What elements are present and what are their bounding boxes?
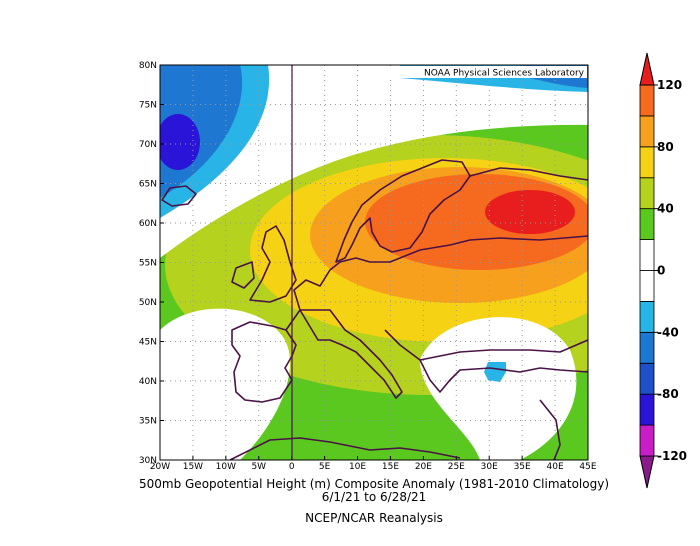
x-tick-label: 25E — [448, 462, 465, 472]
colorbar: 120 80 40 0 -40 -80 -120 — [639, 52, 687, 489]
credit: NOAA Physical Sciences Laboratory — [424, 69, 585, 79]
y-tick-label: 75N — [139, 101, 157, 111]
colorbar-segment — [639, 270, 655, 302]
x-tick-label: 45E — [579, 462, 596, 472]
x-tick-label: 20W — [150, 462, 170, 472]
colorbar-label: -80 — [657, 387, 679, 401]
colorbar-extend-low — [639, 455, 655, 489]
colorbar-label: 40 — [657, 202, 674, 216]
y-tick-label: 30N — [139, 456, 157, 466]
y-tick-label: 50N — [139, 298, 157, 308]
credit-box — [376, 66, 587, 78]
colorbar-segment — [639, 208, 655, 240]
x-tick-label: 5E — [319, 462, 331, 472]
date-range: 6/1/21 to 6/28/21 — [322, 490, 427, 504]
x-tick-label: 15W — [183, 462, 203, 472]
colorbar-extend-high — [639, 52, 655, 86]
colorbar-label: -40 — [657, 325, 679, 339]
y-tick-label: 40N — [139, 377, 157, 387]
y-tick-label: 70N — [139, 140, 157, 150]
contour-field — [160, 65, 588, 460]
y-tick-label: 80N — [139, 61, 157, 71]
x-tick-label: 20E — [415, 462, 432, 472]
colorbar-segment — [639, 177, 655, 210]
y-tick-label: 55N — [139, 259, 157, 269]
x-tick-label: 15E — [382, 462, 399, 472]
x-tick-label: 35E — [514, 462, 531, 472]
colorbar-label: 120 — [657, 78, 682, 92]
colorbar-segment — [639, 301, 655, 333]
y-tick-label: 45N — [139, 338, 157, 348]
colorbar-label: 80 — [657, 140, 674, 154]
colorbar-segment — [639, 115, 655, 148]
colorbar-label: -120 — [657, 449, 687, 463]
coastlines — [161, 159, 589, 461]
colorbar-segment — [639, 424, 655, 457]
colorbar-segment — [639, 84, 655, 117]
x-tick-label: 40E — [547, 462, 564, 472]
x-tick-label: 10E — [349, 462, 366, 472]
colorbar-segment — [639, 331, 655, 364]
y-tick-label: 65N — [139, 180, 157, 190]
x-tick-label: 0 — [289, 462, 295, 472]
colorbar-segment — [639, 239, 655, 271]
dataset: NCEP/NCAR Reanalysis — [305, 511, 443, 525]
colorbar-segment — [639, 393, 655, 426]
colorbar-segment — [639, 146, 655, 179]
title-line: 500mb Geopotential Height (m) Composite … — [139, 477, 609, 491]
colorbar-segment — [639, 362, 655, 395]
x-tick-label: 5W — [251, 462, 266, 472]
x-tick-label: 10W — [216, 462, 236, 472]
map-frame — [159, 64, 589, 461]
y-tick-label: 35N — [139, 417, 157, 427]
colorbar-label: 0 — [657, 264, 665, 278]
y-tick-label: 60N — [139, 219, 157, 229]
x-tick-label: 30E — [481, 462, 498, 472]
